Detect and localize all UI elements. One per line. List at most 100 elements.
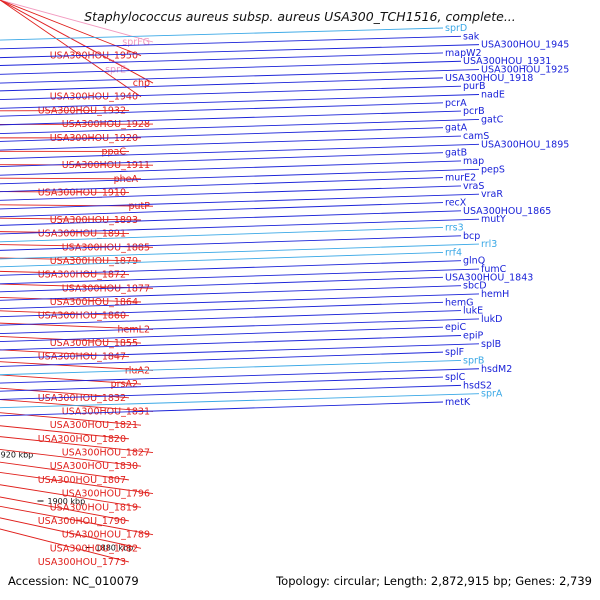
right-gene-label: USA300HOU_1925	[481, 65, 569, 76]
left-gene-label: USA300HOU_1860	[38, 311, 126, 322]
right-label-leader	[0, 185, 462, 201]
right-gene-label: metK	[445, 397, 471, 408]
right-label-leader	[0, 401, 444, 417]
right-gene-label: pcrB	[463, 106, 485, 117]
right-gene-label: USA300HOU_1865	[463, 206, 551, 217]
right-gene-label: gatA	[445, 123, 468, 134]
left-label-leader	[0, 0, 142, 98]
right-gene-label: hemH	[481, 289, 509, 300]
right-gene-label: hemG	[445, 297, 473, 308]
right-label-leader	[0, 218, 480, 235]
left-label-leader	[0, 496, 130, 522]
left-label-leader	[0, 257, 142, 262]
right-label-leader	[0, 193, 480, 210]
right-gene-label: USA300HOU_1843	[445, 272, 533, 283]
right-label-leader	[0, 293, 480, 310]
left-label-leader	[0, 374, 142, 385]
right-label-leader	[0, 301, 444, 318]
right-gene-label: sak	[463, 31, 480, 42]
right-gene-label: epiP	[463, 331, 484, 342]
right-label-leader	[0, 326, 444, 343]
left-gene-label: USA300HOU_1864	[50, 297, 138, 308]
right-gene-label: nadE	[481, 89, 505, 100]
right-gene-label: vraS	[463, 181, 484, 192]
left-gene-label: USA300HOU_1950	[50, 51, 138, 62]
right-label-leader	[0, 69, 480, 84]
left-label-leader	[0, 244, 154, 248]
right-label-leader	[0, 310, 462, 326]
right-gene-label: sprD	[445, 23, 467, 34]
left-gene-label: USA300HOU_1773	[38, 557, 126, 568]
tick-label: 1900 kbp	[47, 497, 85, 506]
right-gene-label: hsdS2	[463, 380, 492, 391]
right-gene-label: mapW2	[445, 48, 482, 59]
right-label-leader	[0, 27, 444, 41]
right-gene-label: recX	[445, 198, 467, 209]
tick-label: 1920 kbp	[0, 451, 33, 460]
right-gene-label: map	[463, 156, 484, 167]
left-label-leader	[0, 270, 130, 276]
left-label-leader	[0, 461, 130, 481]
right-gene-label: rrs3	[445, 222, 464, 233]
right-label-leader	[0, 152, 444, 168]
right-gene-label: gatC	[481, 114, 504, 125]
right-gene-label: glnQ	[463, 256, 485, 267]
left-gene-label: USA300HOU_1855	[50, 338, 138, 349]
left-label-leader	[0, 217, 142, 221]
left-label-leader	[0, 387, 130, 399]
right-label-leader	[0, 210, 462, 226]
left-label-leader	[0, 283, 154, 289]
left-gene-label: prsA2	[111, 379, 138, 390]
left-gene-label: USA300HOU_1932	[38, 105, 126, 116]
left-gene-label: USA300HOU_1911	[62, 160, 150, 171]
right-gene-label: lukD	[481, 314, 502, 325]
right-gene-label: sprB	[463, 355, 484, 366]
left-gene-label: USA300HOU_1893	[50, 215, 138, 226]
left-gene-label: USA300HOU_1872	[38, 270, 126, 281]
left-gene-label: chp	[133, 78, 150, 89]
left-label-leader	[0, 517, 142, 549]
left-gene-label: USA300HOU_1832	[38, 393, 126, 404]
right-gene-label: pepS	[481, 164, 505, 175]
left-gene-label: USA300HOU_1928	[62, 119, 150, 130]
right-label-leader	[0, 285, 462, 301]
right-gene-label: sbcD	[463, 281, 487, 292]
right-gene-label: splC	[445, 372, 466, 383]
left-label-leader	[0, 505, 154, 536]
left-label-leader	[0, 361, 154, 371]
left-label-leader	[0, 448, 142, 467]
left-label-leader	[0, 204, 154, 207]
right-label-leader	[0, 376, 444, 392]
right-gene-label: gatB	[445, 148, 467, 159]
left-gene-label: USA300HOU_1820	[38, 434, 126, 445]
right-gene-label: hsdM2	[481, 364, 512, 375]
right-label-leader	[0, 102, 444, 117]
left-label-leader	[0, 471, 154, 495]
right-label-leader	[0, 127, 444, 142]
right-label-leader	[0, 94, 480, 109]
left-label-leader	[0, 436, 154, 453]
right-label-leader	[0, 227, 444, 243]
left-gene-label: ppaC	[101, 146, 126, 157]
left-gene-label: USA300HOU_1885	[62, 242, 150, 253]
right-label-leader	[0, 60, 462, 75]
right-label-leader	[0, 35, 462, 50]
right-label-leader	[0, 335, 462, 351]
right-gene-label: purB	[463, 81, 485, 92]
left-gene-label: USA300HOU_1807	[38, 475, 126, 486]
right-label-leader	[0, 251, 444, 268]
right-label-leader	[0, 160, 462, 176]
right-gene-label: rrl3	[481, 239, 497, 250]
right-label-leader	[0, 276, 444, 293]
right-label-leader	[0, 135, 462, 151]
right-label-leader	[0, 318, 480, 335]
right-gene-label: splF	[445, 347, 464, 358]
left-gene-label: sprFG	[122, 37, 150, 48]
left-gene-label: USA300HOU_1796	[62, 489, 150, 500]
right-label-leader	[0, 343, 480, 359]
right-gene-label: sprA	[481, 389, 503, 400]
right-label-leader	[0, 202, 444, 218]
right-gene-label: USA300HOU_1895	[481, 139, 569, 150]
right-gene-label: fumC	[481, 264, 507, 275]
right-label-leader	[0, 77, 444, 92]
